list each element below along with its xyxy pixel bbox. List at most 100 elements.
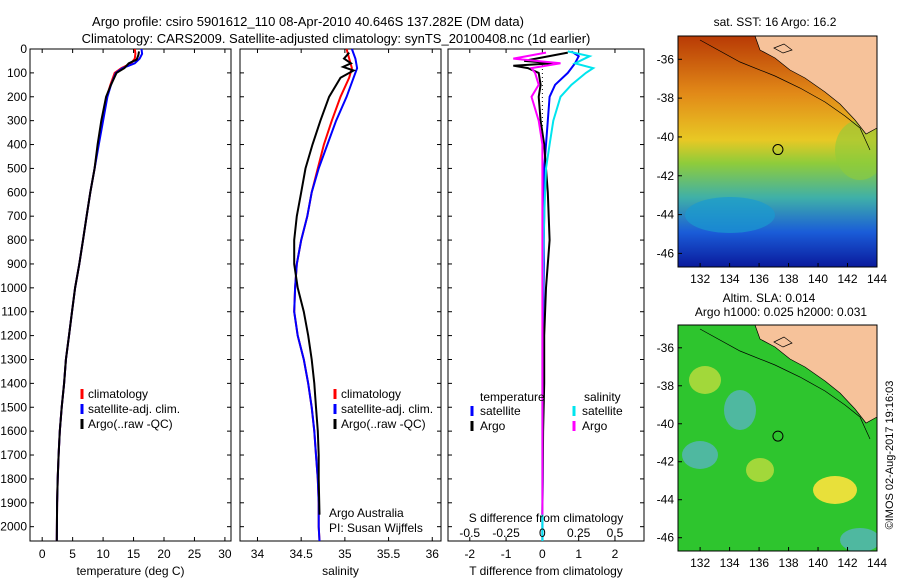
map-x-tick-label: 134 bbox=[720, 272, 740, 286]
x-tick-label: -1 bbox=[501, 547, 512, 561]
figure-title-line2: Climatology: CARS2009. Satellite-adjuste… bbox=[82, 31, 591, 46]
y-tick-label: 400 bbox=[7, 138, 27, 152]
map-x-tick-label: 144 bbox=[867, 556, 887, 570]
x-tick-label: 36 bbox=[426, 547, 440, 561]
x-tick-label: 25 bbox=[188, 547, 202, 561]
x-tick-label: 1 bbox=[575, 547, 582, 561]
map-x-tick-label: 142 bbox=[838, 272, 858, 286]
map-x-tick-label: 136 bbox=[749, 272, 769, 286]
sla-blob-2 bbox=[682, 441, 718, 469]
y-tick-label: 0 bbox=[20, 42, 27, 56]
legend-title-temperature: temperature bbox=[480, 390, 545, 404]
sla-map-frame bbox=[677, 324, 878, 552]
map-y-tick-label: -40 bbox=[657, 130, 675, 144]
figure-title-line1: Argo profile: csiro 5901612_110 08-Apr-2… bbox=[92, 14, 524, 29]
series-line-argo-raw-qc- bbox=[293, 51, 357, 515]
x-tick-label: 34 bbox=[251, 547, 265, 561]
sst-map-title: sat. SST: 16 Argo: 16.2 bbox=[714, 15, 837, 29]
x-tick-label: 20 bbox=[157, 547, 171, 561]
y-tick-label: 500 bbox=[7, 161, 27, 175]
sst-warm-patch bbox=[835, 120, 877, 180]
series-line-satellite bbox=[541, 50, 596, 541]
sst-map-panel: sat. SST: 16 Argo: 16.2 132 134 136 138 140 1… bbox=[657, 15, 888, 286]
y-tick-label: 1500 bbox=[0, 400, 27, 414]
map-x-tick-label: 142 bbox=[838, 556, 858, 570]
sla-shelf-contour bbox=[699, 328, 871, 440]
sla-blob-1 bbox=[724, 390, 756, 430]
legend-label: Argo bbox=[582, 419, 608, 433]
y-tick-label: 1700 bbox=[0, 448, 27, 462]
x-tick-label: -2 bbox=[464, 547, 475, 561]
y-tick-label: 900 bbox=[7, 257, 27, 271]
salinity-profile-panel: 34 34.5 35 35.5 36 salinity climatologysatelli… bbox=[239, 48, 442, 578]
map-y-tick-label: -46 bbox=[657, 246, 675, 260]
sst-cold-eddy bbox=[685, 197, 775, 233]
y-tick-label: 1200 bbox=[0, 329, 27, 343]
x-tick-label-secondary: 0.5 bbox=[607, 526, 624, 540]
map-y-tick-label: -46 bbox=[657, 531, 675, 545]
y-tick-label: 200 bbox=[7, 90, 27, 104]
y-tick-label: 700 bbox=[7, 209, 27, 223]
map-y-tick-label: -36 bbox=[657, 341, 675, 355]
sst-map-frame bbox=[677, 35, 878, 268]
sla-kangaroo-island bbox=[773, 336, 793, 348]
map-x-tick-label: 134 bbox=[720, 556, 740, 570]
map-x-tick-label: 140 bbox=[808, 556, 828, 570]
map-y-tick-label: -38 bbox=[657, 91, 675, 105]
temperature-profile-panel: 0 5 10 15 20 25 300100200300400500600700800900… bbox=[0, 42, 232, 578]
legend-label: satellite bbox=[480, 404, 521, 418]
x-tick-label: 30 bbox=[218, 547, 232, 561]
legend-label: satellite-adj. clim. bbox=[88, 402, 180, 416]
y-tick-label: 600 bbox=[7, 185, 27, 199]
map-x-tick-label: 132 bbox=[690, 556, 710, 570]
legend-label: Argo(..raw -QC) bbox=[88, 417, 173, 431]
series-line-satellite bbox=[541, 50, 581, 541]
difference-profile-panel: -2 -1 0 1 2 T difference from climatology temp… bbox=[447, 48, 645, 578]
y-tick-label: 1800 bbox=[0, 472, 27, 486]
x-axis-label-secondary: S difference from climatology bbox=[469, 511, 624, 525]
legend-label: Argo(..raw -QC) bbox=[341, 417, 426, 431]
x-tick-label: 0 bbox=[539, 547, 546, 561]
sla-map-subtitle: Argo h1000: 0.025 h2000: 0.031 bbox=[695, 305, 867, 319]
y-tick-label: 1400 bbox=[0, 376, 27, 390]
y-tick-label: 100 bbox=[7, 66, 27, 80]
sla-australia-coast bbox=[754, 325, 877, 424]
map-x-tick-label: 140 bbox=[808, 272, 828, 286]
plot-frame bbox=[239, 48, 442, 542]
annotation-text: PI: Susan Wijffels bbox=[329, 521, 423, 535]
y-tick-label: 2000 bbox=[0, 520, 27, 534]
sst-australia-coast bbox=[754, 36, 877, 135]
y-tick-label: 1100 bbox=[1, 305, 27, 319]
x-tick-label-secondary: -0.25 bbox=[492, 526, 520, 540]
map-y-tick-label: -38 bbox=[657, 379, 675, 393]
map-y-tick-label: -40 bbox=[657, 417, 675, 431]
map-x-tick-label: 144 bbox=[867, 272, 887, 286]
legend-title-salinity: salinity bbox=[584, 390, 621, 404]
x-axis-label: T difference from climatology bbox=[469, 564, 623, 578]
x-axis-label: salinity bbox=[322, 564, 359, 578]
legend-label: satellite bbox=[582, 404, 623, 418]
series-line-climatology bbox=[293, 48, 353, 542]
series-line-satellite-adj-clim- bbox=[293, 48, 359, 542]
map-x-tick-label: 138 bbox=[779, 272, 799, 286]
sst-shelf-contour bbox=[699, 39, 871, 151]
sla-map-title: Altim. SLA: 0.014 bbox=[723, 291, 816, 305]
map-y-tick-label: -42 bbox=[657, 455, 675, 469]
map-y-tick-label: -44 bbox=[657, 493, 675, 507]
x-tick-label-secondary: 0.25 bbox=[567, 526, 591, 540]
sla-blob-5 bbox=[689, 366, 721, 394]
x-tick-label: 35 bbox=[338, 547, 352, 561]
map-y-tick-label: -44 bbox=[657, 208, 675, 222]
series-line-climatology bbox=[55, 48, 137, 542]
series-line-argo bbox=[513, 51, 568, 515]
x-tick-label-secondary: 0 bbox=[539, 526, 546, 540]
sla-blob-3 bbox=[746, 458, 774, 482]
annotation-text: Argo Australia bbox=[329, 506, 404, 520]
x-tick-label: 35.5 bbox=[377, 547, 401, 561]
x-tick-label-secondary: -0.5 bbox=[459, 526, 480, 540]
map-y-tick-label: -36 bbox=[657, 52, 675, 66]
series-line-satellite-adj-clim- bbox=[55, 48, 144, 542]
x-tick-label: 0 bbox=[39, 547, 46, 561]
sst-kangaroo-island bbox=[773, 43, 793, 54]
